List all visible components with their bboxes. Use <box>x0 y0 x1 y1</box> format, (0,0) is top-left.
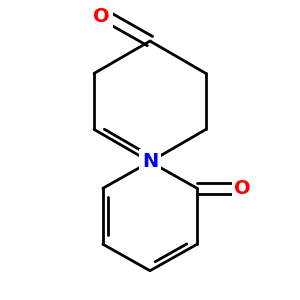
Text: O: O <box>234 179 251 198</box>
Text: N: N <box>142 152 158 171</box>
Text: O: O <box>93 7 110 26</box>
